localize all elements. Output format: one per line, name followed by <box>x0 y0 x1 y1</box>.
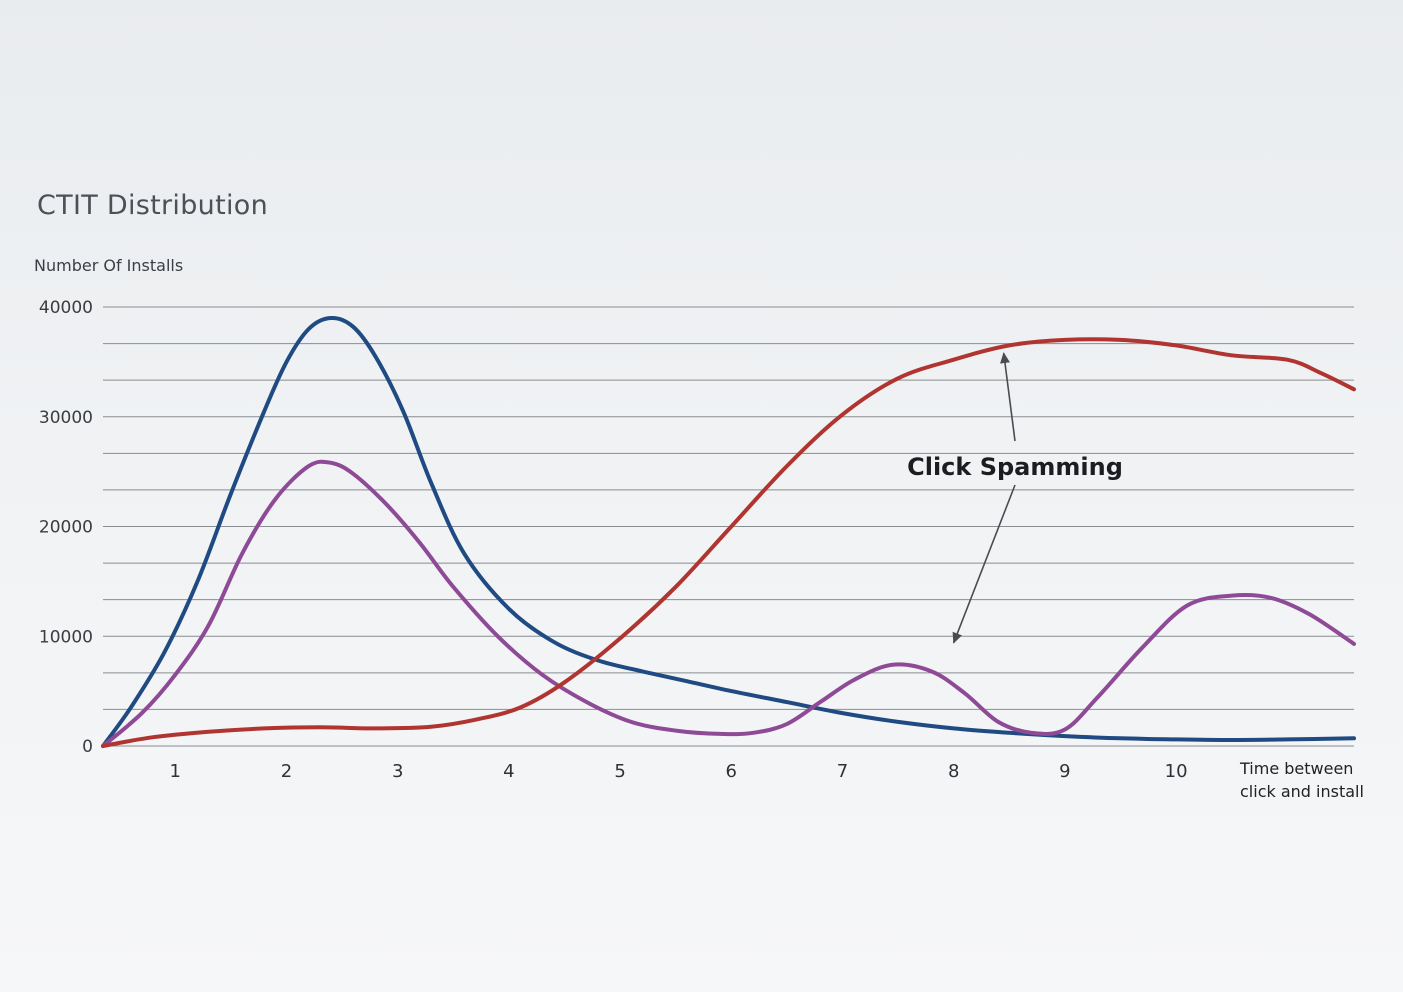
x-axis-ticks: 1 2 3 4 5 6 7 8 9 10 <box>170 761 1188 782</box>
series-line-0 <box>101 315 1356 748</box>
y-tick-label: 0 <box>82 737 93 757</box>
annotation-label: Click Spamming <box>907 453 1123 481</box>
y-tick-label: 10000 <box>39 627 93 647</box>
x-tick-label: 3 <box>392 761 403 782</box>
x-tick-label: 8 <box>948 761 959 782</box>
x-tick-label: 7 <box>837 761 848 782</box>
series-line-2 <box>101 337 1356 748</box>
y-axis-ticks: 0 10000 20000 30000 40000 <box>39 298 93 757</box>
gridlines <box>103 306 1354 747</box>
x-tick-label: 9 <box>1059 761 1070 782</box>
x-tick-label: 5 <box>614 761 625 782</box>
series-lines <box>101 315 1356 748</box>
chart-title: CTIT Distribution <box>37 190 269 221</box>
x-axis-title: Time between click and install <box>1240 759 1364 801</box>
x-tick-label: 1 <box>170 761 181 782</box>
x-tick-label: 10 <box>1165 761 1188 782</box>
x-tick-label: 4 <box>503 761 514 782</box>
x-tick-label: 6 <box>726 761 737 782</box>
x-tick-label: 2 <box>281 761 292 782</box>
annotation-arrow-1 <box>952 484 1016 644</box>
annotation-arrow-0 <box>1000 352 1016 442</box>
y-tick-label: 40000 <box>39 298 93 318</box>
y-axis-title: Number Of Installs <box>34 256 184 275</box>
annotation: Click Spamming <box>907 352 1123 644</box>
y-tick-label: 20000 <box>39 518 93 538</box>
series-line-1 <box>101 459 1356 748</box>
y-tick-label: 30000 <box>39 408 93 428</box>
